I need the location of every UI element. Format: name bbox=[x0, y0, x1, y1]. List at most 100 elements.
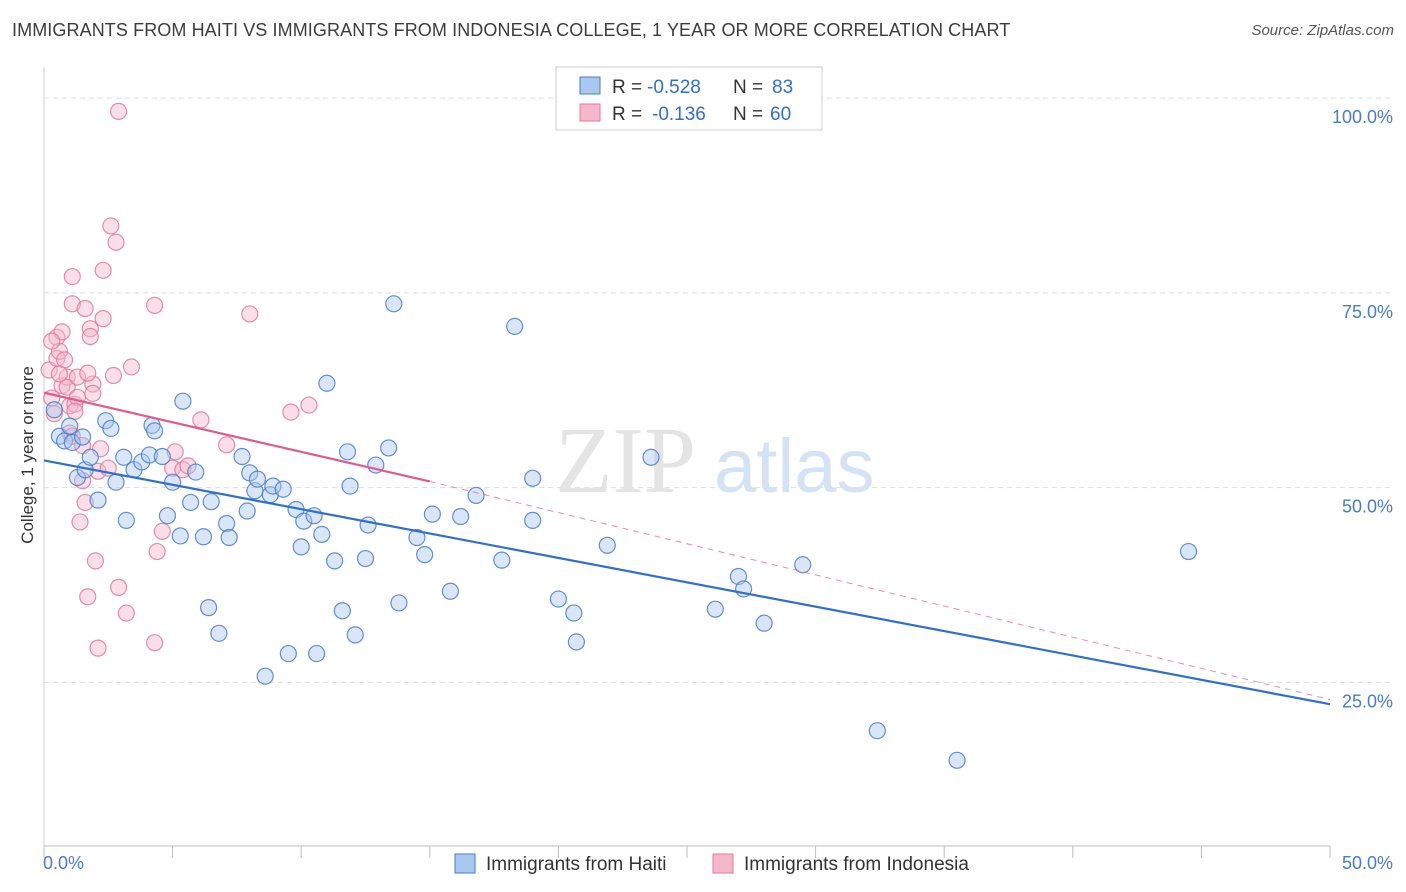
y-tick-labels: 25.0% 50.0% 75.0% 100.0% bbox=[1332, 107, 1393, 711]
haiti-point-72 bbox=[565, 604, 583, 622]
haiti-point-75 bbox=[642, 448, 660, 466]
haiti-point-25 bbox=[182, 493, 200, 512]
haiti-point-68 bbox=[506, 317, 524, 336]
haiti-point-48 bbox=[313, 525, 331, 544]
haiti-point-42 bbox=[279, 644, 297, 663]
indonesia-point-17 bbox=[68, 368, 87, 386]
watermark-atlas: atlas bbox=[714, 424, 875, 509]
haiti-point-74 bbox=[598, 536, 616, 554]
haiti-point-38 bbox=[256, 667, 274, 685]
haiti-point-79 bbox=[755, 614, 773, 632]
haiti-point-55 bbox=[356, 549, 375, 568]
legend-r-value-indonesia: -0.136 bbox=[652, 104, 706, 125]
haiti-point-9 bbox=[89, 491, 107, 509]
haiti-points bbox=[45, 295, 1198, 769]
haiti-point-6 bbox=[73, 428, 92, 446]
legend-r-label-haiti: R = bbox=[612, 77, 642, 98]
indonesia-points bbox=[40, 102, 318, 657]
indonesia-point-45 bbox=[148, 542, 166, 561]
legend-n-label-haiti: N = bbox=[733, 77, 763, 98]
indonesia-point-58 bbox=[66, 402, 84, 420]
haiti-point-61 bbox=[408, 528, 426, 547]
haiti-point-17 bbox=[140, 446, 159, 464]
trend-lines bbox=[43, 391, 1331, 706]
haiti-point-30 bbox=[210, 624, 228, 642]
haiti-point-49 bbox=[318, 374, 336, 392]
indonesia-point-37 bbox=[107, 233, 125, 251]
legend-n-label-indonesia: N = bbox=[733, 104, 763, 125]
indonesia-point-13 bbox=[63, 267, 81, 286]
legend-bottom: Immigrants from Haiti Immigrants from In… bbox=[454, 853, 969, 875]
haiti-point-54 bbox=[346, 626, 364, 644]
haiti-point-71 bbox=[549, 590, 568, 608]
legend-r-label-indonesia: R = bbox=[612, 104, 642, 125]
haiti-point-63 bbox=[423, 505, 441, 523]
chart-title: IMMIGRANTS FROM HAITI VS IMMIGRANTS FROM… bbox=[12, 20, 1011, 40]
indonesia-point-52 bbox=[218, 436, 236, 454]
haiti-trend-line bbox=[43, 459, 1331, 706]
indonesia-point-10 bbox=[58, 378, 76, 396]
bottom-legend-label-indonesia: Immigrants from Indonesia bbox=[744, 854, 969, 875]
haiti-point-14 bbox=[117, 511, 135, 529]
indonesia-point-55 bbox=[300, 396, 318, 414]
haiti-point-47 bbox=[308, 644, 326, 663]
indonesia-point-59 bbox=[79, 364, 97, 382]
haiti-point-59 bbox=[385, 295, 403, 313]
y-tick-label-25: 25.0% bbox=[1342, 691, 1393, 711]
legend-swatch-haiti bbox=[579, 76, 601, 95]
haiti-point-60 bbox=[390, 594, 408, 612]
haiti-point-82 bbox=[948, 751, 966, 769]
haiti-point-76 bbox=[706, 600, 724, 618]
indonesia-point-34 bbox=[94, 261, 112, 279]
x-tick-label-max: 50.0% bbox=[1342, 853, 1393, 873]
haiti-point-56 bbox=[359, 516, 377, 534]
legend-r-value-haiti: -0.528 bbox=[647, 77, 701, 98]
haiti-point-26 bbox=[187, 463, 205, 481]
haiti-point-53 bbox=[341, 477, 359, 495]
haiti-point-80 bbox=[794, 556, 812, 574]
haiti-point-58 bbox=[380, 439, 398, 457]
legend-n-value-indonesia: 60 bbox=[770, 104, 791, 125]
bottom-legend-swatch-indonesia bbox=[712, 853, 734, 874]
haiti-point-45 bbox=[295, 512, 313, 530]
haiti-point-12 bbox=[107, 473, 125, 491]
indonesia-point-19 bbox=[71, 513, 89, 531]
indonesia-point-31 bbox=[89, 639, 107, 657]
indonesia-point-27 bbox=[84, 375, 102, 393]
haiti-point-21 bbox=[158, 507, 177, 525]
haiti-point-20 bbox=[153, 447, 171, 466]
indonesia-point-51 bbox=[192, 411, 210, 429]
x-tick-label-min: 0.0% bbox=[43, 853, 84, 873]
indonesia-point-42 bbox=[122, 358, 141, 376]
bottom-legend-swatch-haiti bbox=[454, 853, 476, 874]
watermark-zip: ZIP bbox=[555, 409, 696, 513]
indonesia-point-14 bbox=[63, 295, 81, 313]
indonesia-point-41 bbox=[117, 604, 135, 622]
haiti-point-81 bbox=[868, 722, 886, 740]
haiti-point-50 bbox=[326, 552, 344, 570]
legend-top: R = -0.528 N = 83 R = -0.136 N = 60 bbox=[555, 66, 823, 131]
haiti-point-52 bbox=[338, 443, 357, 461]
haiti-point-33 bbox=[233, 447, 251, 466]
indonesia-trend-line-dashed bbox=[429, 480, 1331, 701]
haiti-point-83 bbox=[1179, 542, 1198, 561]
haiti-point-24 bbox=[174, 392, 192, 410]
indonesia-point-56 bbox=[43, 332, 61, 350]
y-tick-label-100: 100.0% bbox=[1332, 107, 1393, 127]
haiti-point-4 bbox=[63, 433, 81, 452]
y-tick-label-75: 75.0% bbox=[1342, 302, 1393, 322]
haiti-point-73 bbox=[567, 633, 586, 651]
haiti-point-34 bbox=[238, 502, 256, 520]
haiti-point-70 bbox=[524, 469, 542, 487]
haiti-point-69 bbox=[524, 511, 542, 529]
haiti-point-8 bbox=[81, 448, 99, 466]
grid bbox=[44, 97, 1393, 683]
indonesia-point-28 bbox=[84, 384, 102, 403]
bottom-legend-label-haiti: Immigrants from Haiti bbox=[486, 854, 667, 875]
haiti-point-28 bbox=[200, 599, 218, 617]
indonesia-point-44 bbox=[145, 634, 164, 652]
legend-swatch-indonesia bbox=[579, 103, 601, 122]
haiti-point-51 bbox=[333, 602, 351, 620]
haiti-point-29 bbox=[202, 493, 220, 511]
